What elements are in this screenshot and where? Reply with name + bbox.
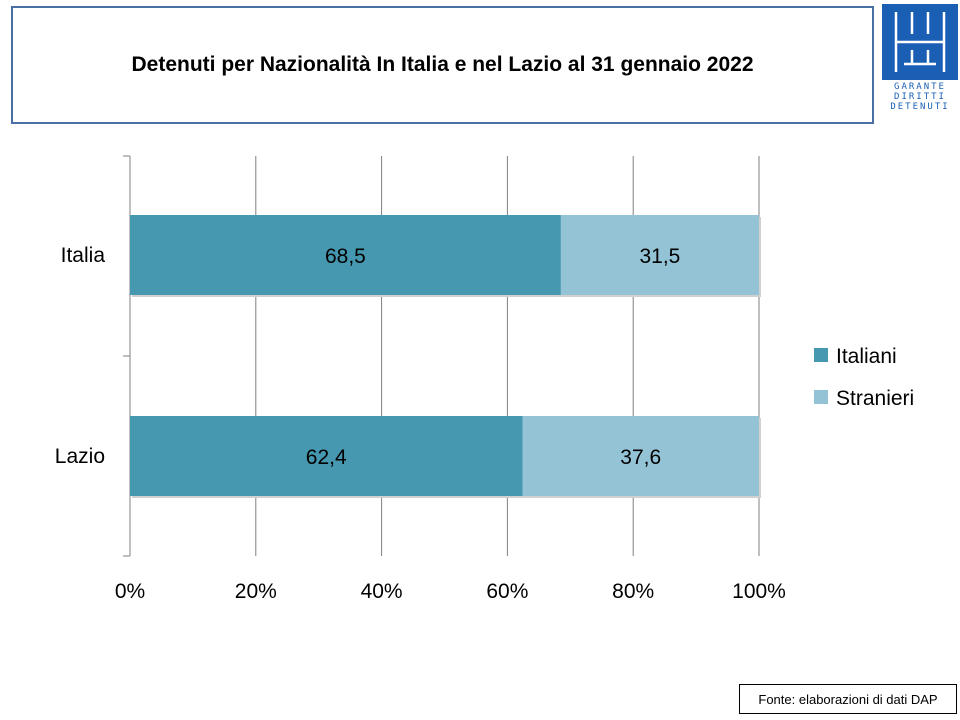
source-note: Fonte: elaborazioni di dati DAP [739,684,957,714]
bar-italiani-lazio [130,416,523,496]
logo-line-3: DETENUTI [890,102,950,112]
x-tick-label: 0% [115,580,145,603]
x-tick-label: 80% [612,580,654,603]
legend-swatch [814,348,828,362]
x-tick-label: 100% [732,580,786,603]
x-tick-label: 60% [486,580,528,603]
bar-stranieri-italia [560,215,759,295]
logo-line-2: DIRITTI [894,92,946,102]
data-label: 31,5 [639,245,680,268]
data-label: 37,6 [620,446,661,469]
bar-italiani-italia [130,215,561,295]
garante-logo: GARANTE DIRITTI DETENUTI [882,4,958,112]
data-label: 62,4 [306,446,347,469]
category-label: Italia [61,244,106,267]
bar-stranieri-lazio [522,416,759,496]
stacked-bar-chart: 0% 20% 40% 60% 80% 100% 68,5 31,5 Italia 62,4 37,6… [55,155,914,603]
title-box: Detenuti per Nazionalità In Italia e nel… [11,6,874,124]
logo-mark-icon [882,4,958,80]
x-tick-label: 40% [361,580,403,603]
legend-swatch [814,390,828,404]
category-label: Lazio [55,445,105,468]
legend-label: Italiani [836,345,897,368]
logo-line-1: GARANTE [894,82,946,92]
legend-label: Stranieri [836,387,914,410]
x-tick-label: 20% [235,580,277,603]
data-label: 68,5 [325,245,366,268]
chart-title: Detenuti per Nazionalità In Italia e nel… [131,53,754,76]
